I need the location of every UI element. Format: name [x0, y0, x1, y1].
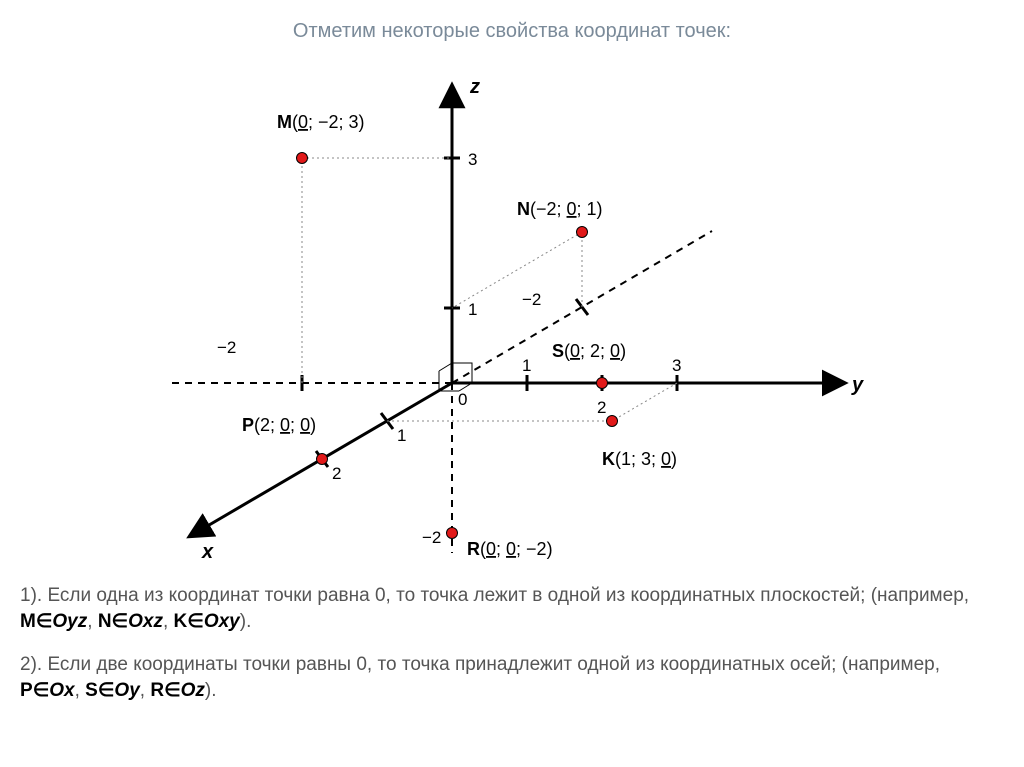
point-K-label: K(1; 3; 0) — [602, 449, 677, 469]
axis-x-label: x — [201, 541, 214, 563]
tick-y-1: 1 — [522, 356, 531, 375]
axis-z-label: z — [469, 76, 480, 98]
tick-x-1: 1 — [397, 426, 406, 445]
property-1: 1). Если одна из координат точки равна 0… — [20, 583, 1004, 634]
point-R — [447, 528, 458, 539]
point-S-label: S(0; 2; 0) — [552, 341, 626, 361]
tick-y-2: 2 — [597, 398, 606, 417]
point-N — [577, 227, 588, 238]
point-N-label: N(−2; 0; 1) — [517, 199, 603, 219]
point-S — [597, 378, 608, 389]
tick-y-3: 3 — [672, 356, 681, 375]
tick-z-3: 3 — [468, 150, 477, 169]
property-2: 2). Если две координаты точки равны 0, т… — [20, 652, 1004, 703]
tick-z-1: 1 — [468, 300, 477, 319]
page-title: Отметим некоторые свойства координат точ… — [20, 20, 1004, 43]
point-K — [607, 416, 618, 427]
point-P — [317, 454, 328, 465]
point-P-label: P(2; 0; 0) — [242, 415, 316, 435]
origin-label: 0 — [458, 390, 467, 409]
point-M-label: M(0; −2; 3) — [277, 112, 365, 132]
tick-x-neg2: −2 — [522, 290, 541, 309]
tick-y-neg2: −2 — [217, 338, 236, 357]
coord-diagram: z 1 3 −2 y 1 2 3 −2 x 1 2 −2 0 — [122, 53, 902, 573]
axis-y-label: y — [851, 374, 864, 396]
point-M — [297, 153, 308, 164]
point-R-label: R(0; 0; −2) — [467, 539, 553, 559]
tick-z-neg2: −2 — [422, 528, 441, 547]
tick-x-2: 2 — [332, 464, 341, 483]
